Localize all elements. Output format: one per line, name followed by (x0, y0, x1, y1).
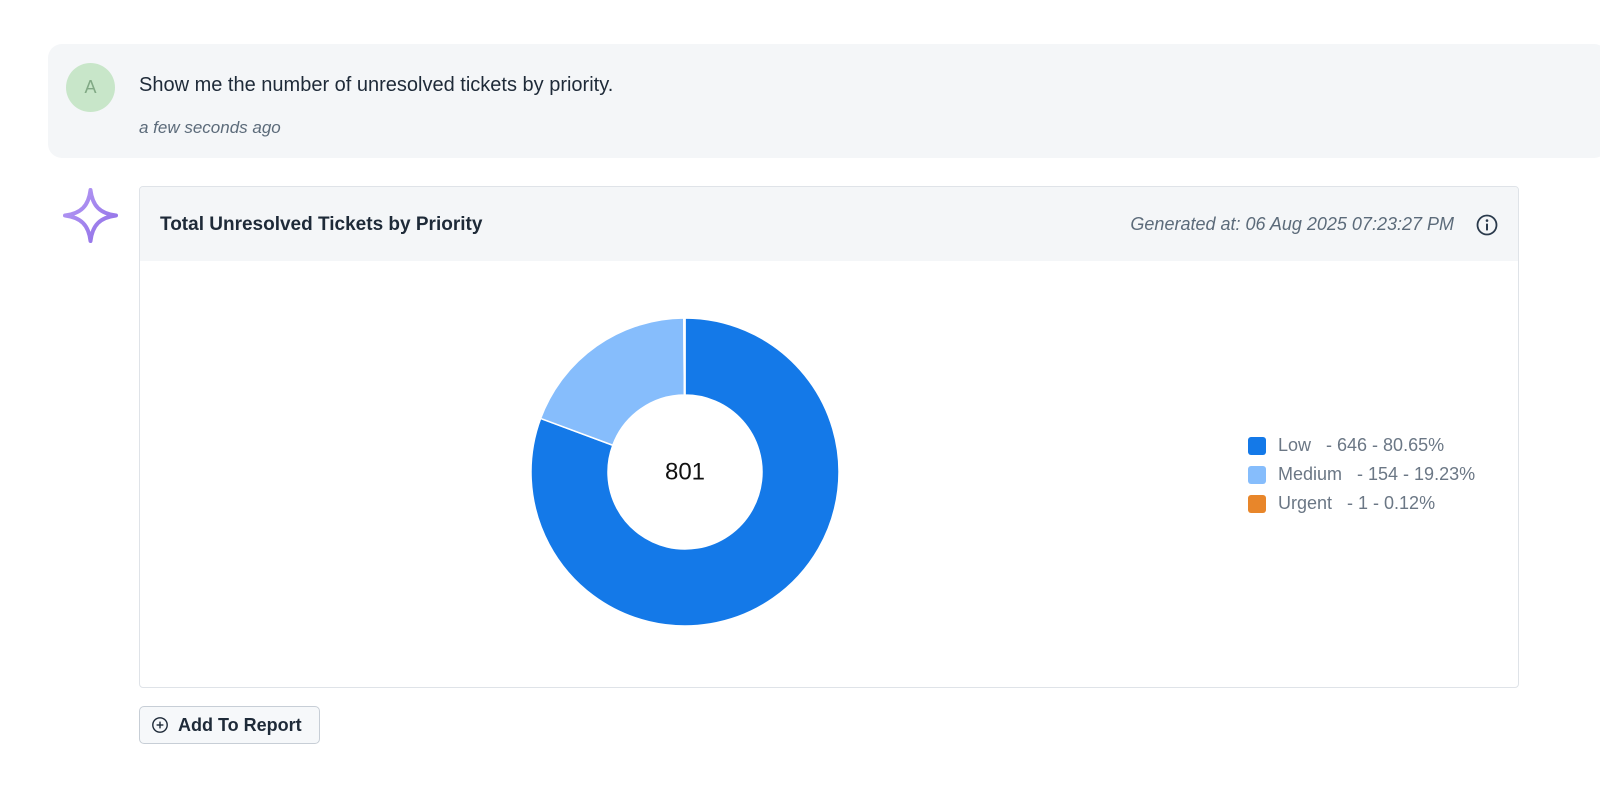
user-message-text: Show me the number of unresolved tickets… (139, 74, 614, 96)
sparkle-icon (63, 188, 118, 243)
user-message: A Show me the number of unresolved ticke… (48, 44, 1600, 158)
message-timestamp: a few seconds ago (139, 118, 281, 137)
legend-label: Medium - 154 - 19.23% (1278, 464, 1476, 484)
legend-label: Low - 646 - 80.65% (1278, 435, 1445, 455)
legend-item-medium[interactable]: Medium - 154 - 19.23% (1248, 460, 1475, 489)
card-header: Total Unresolved Tickets by Priority Gen… (140, 187, 1518, 261)
donut-slice-medium[interactable] (539, 317, 686, 447)
center-total-label: 801 (665, 459, 705, 486)
chart-card: Total Unresolved Tickets by Priority Gen… (139, 186, 1519, 688)
legend-label: Urgent - 1 - 0.12% (1278, 493, 1436, 513)
legend-item-low[interactable]: Low - 646 - 80.65% (1248, 431, 1475, 460)
donut-slice-urgent[interactable] (683, 317, 686, 396)
add-to-report-label: Add To Report (178, 714, 302, 735)
donut-chart: 801 (530, 317, 840, 627)
avatar: A (66, 63, 115, 112)
chart-legend: Low - 646 - 80.65% Medium - 154 - 19.23% U… (1248, 431, 1475, 518)
legend-swatch (1248, 436, 1266, 455)
generated-at-label: Generated at: 06 Aug 2025 07:23:27 PM (1130, 214, 1454, 234)
legend-swatch (1248, 494, 1266, 513)
donut-slice-low[interactable] (530, 317, 840, 627)
legend-item-urgent[interactable]: Urgent - 1 - 0.12% (1248, 489, 1475, 518)
legend-swatch (1248, 465, 1266, 484)
info-icon[interactable] (1475, 213, 1499, 237)
add-to-report-button[interactable]: Add To Report (139, 706, 320, 744)
plus-circle-icon (152, 717, 168, 733)
card-title: Total Unresolved Tickets by Priority (160, 214, 483, 235)
